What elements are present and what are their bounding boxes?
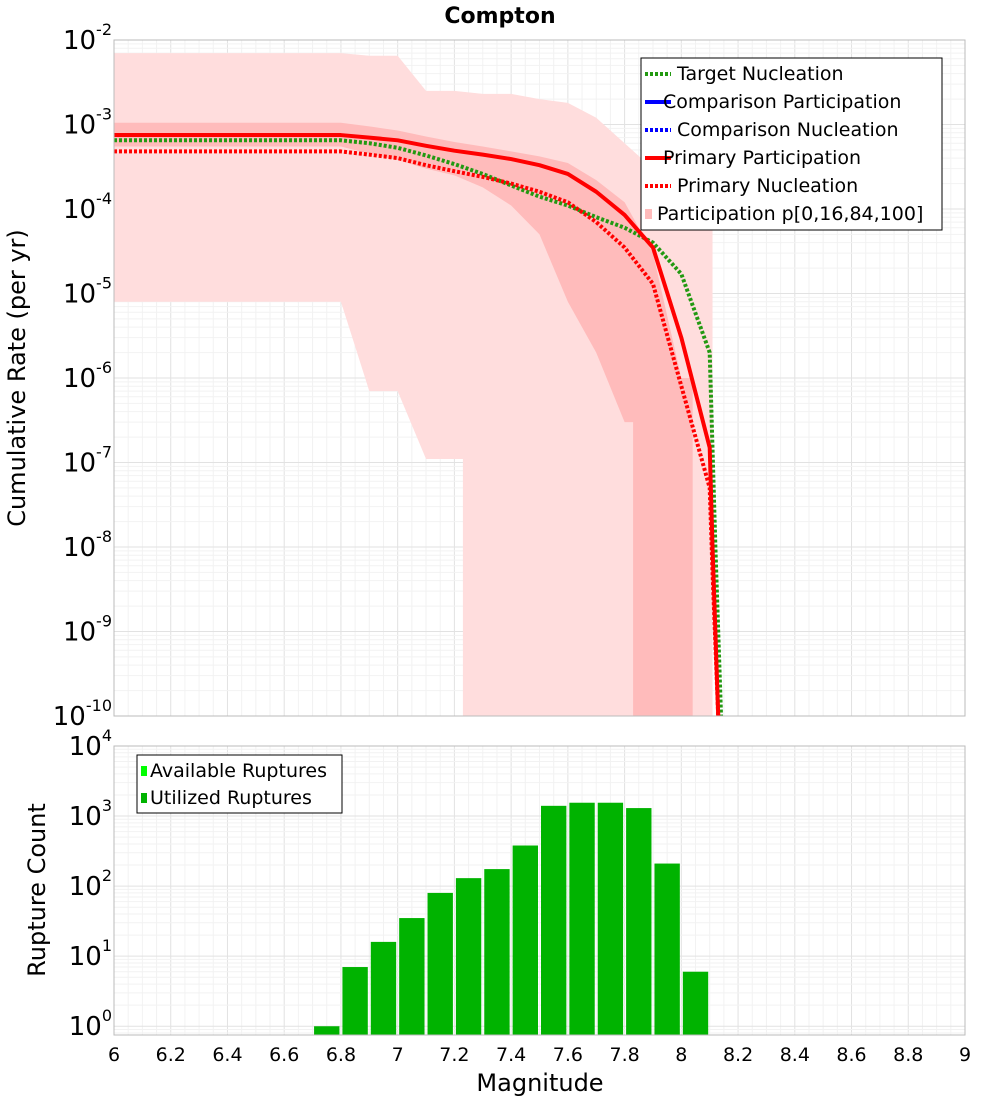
top-y-axis-label: Cumulative Rate (per yr) — [3, 229, 31, 527]
y-tick-label: 10-2 — [63, 20, 112, 56]
y-tick-label: 10-6 — [63, 358, 112, 394]
x-tick-label: 8.2 — [723, 1044, 753, 1066]
utilized-ruptures-bar — [512, 845, 538, 1035]
y-tick-label: 10-9 — [63, 612, 112, 648]
legend-box — [136, 754, 343, 814]
rupture-bars — [314, 802, 709, 1035]
legend-label: Primary Nucleation — [677, 175, 858, 197]
legend-label: Available Ruptures — [150, 760, 327, 782]
y-tick-label: 10-4 — [63, 189, 112, 225]
y-tick-label: 10-8 — [63, 527, 112, 563]
x-axis-label: Magnitude — [476, 1069, 603, 1097]
legend-label: Comparison Participation — [663, 91, 901, 113]
y-tick-label: 10-3 — [63, 105, 112, 141]
x-tick-label: 6.2 — [156, 1044, 186, 1066]
utilized-ruptures-bar — [682, 971, 709, 1035]
legend-swatch — [141, 793, 147, 803]
y-tick-label: 10-7 — [63, 443, 112, 479]
x-tick-label: 6.8 — [326, 1044, 356, 1066]
x-tick-label: 7 — [392, 1044, 404, 1066]
utilized-ruptures-bar — [626, 808, 652, 1035]
y-tick-label: 103 — [69, 796, 112, 832]
legend-box — [640, 57, 943, 231]
x-tick-label: 8.4 — [780, 1044, 810, 1066]
x-tick-label: 7.8 — [609, 1044, 639, 1066]
legend-swatch — [141, 766, 147, 776]
utilized-ruptures-bar — [569, 802, 595, 1035]
x-tick-label: 6 — [108, 1044, 120, 1066]
x-tick-label: 6.6 — [269, 1044, 299, 1066]
top-legend: Target Nucleation Comparison Participatio… — [640, 57, 943, 231]
x-tick-label: 8.6 — [836, 1044, 866, 1066]
series-line-primary-nucleation — [114, 149, 721, 717]
legend-label: Target Nucleation — [676, 63, 844, 85]
legend-label: Comparison Nucleation — [677, 119, 899, 141]
bottom-plot: 104 103 102 101 100 6 6.2 6.4 6.6 6.8 7 7.2 7.4 7.6 7… — [23, 726, 971, 1097]
participation-bands — [114, 53, 713, 717]
utilized-ruptures-bar — [484, 869, 510, 1035]
utilized-ruptures-bar — [399, 918, 425, 1035]
series-line-primary-participation — [114, 133, 721, 717]
x-tick-label: 8 — [675, 1044, 687, 1066]
x-tick-labels: 6 6.2 6.4 6.6 6.8 7 7.2 7.4 7.6 7.8 8 8.2 8.4 8.6 8.8 9 — [108, 1044, 971, 1066]
legend-label: Primary Participation — [663, 147, 861, 169]
legend-swatch — [645, 209, 652, 219]
band-p16-p84 — [114, 122, 693, 717]
utilized-ruptures-bar — [314, 1026, 340, 1035]
bottom-legend: Available Ruptures Utilized Ruptures — [136, 754, 343, 814]
y-tick-label: 101 — [69, 936, 112, 972]
x-tick-label: 7.4 — [496, 1044, 526, 1066]
series-line-target-nucleation — [114, 138, 724, 717]
x-tick-label: 6.4 — [212, 1044, 242, 1066]
x-tick-label: 7.2 — [439, 1044, 469, 1066]
chart-title: Compton — [444, 4, 555, 29]
legend-label: Utilized Ruptures — [150, 787, 312, 809]
x-tick-label: 7.6 — [553, 1044, 583, 1066]
y-tick-label: 10-10 — [53, 696, 112, 732]
utilized-ruptures-bar — [541, 805, 567, 1035]
bottom-y-tick-labels: 104 103 102 101 100 — [69, 726, 112, 1042]
top-plot-frame — [113, 39, 966, 717]
top-y-tick-labels: 10-2 10-3 10-4 10-5 10-6 10-7 10-8 10-9 10-10 — [53, 20, 112, 732]
bottom-plot-frame — [113, 745, 966, 1036]
utilized-ruptures-bar — [597, 802, 624, 1035]
legend-label: Participation p[0,16,84,100] — [657, 203, 923, 225]
y-tick-label: 102 — [69, 866, 112, 902]
utilized-ruptures-bar — [370, 941, 397, 1035]
utilized-ruptures-bar — [455, 878, 482, 1035]
y-tick-label: 104 — [69, 726, 112, 762]
utilized-ruptures-bar — [342, 967, 368, 1035]
y-tick-label: 10-5 — [63, 274, 112, 310]
rate-lines — [114, 133, 724, 717]
x-tick-label: 8.8 — [893, 1044, 923, 1066]
x-tick-label: 9 — [959, 1044, 971, 1066]
top-plot: 10-2 10-3 10-4 10-5 10-6 10-7 10-8 10-9 10-10 Cu… — [3, 20, 966, 732]
y-tick-label: 100 — [69, 1006, 112, 1042]
utilized-ruptures-bar — [427, 892, 453, 1035]
utilized-ruptures-bar — [654, 863, 680, 1035]
bottom-y-axis-label: Rupture Count — [23, 803, 51, 977]
